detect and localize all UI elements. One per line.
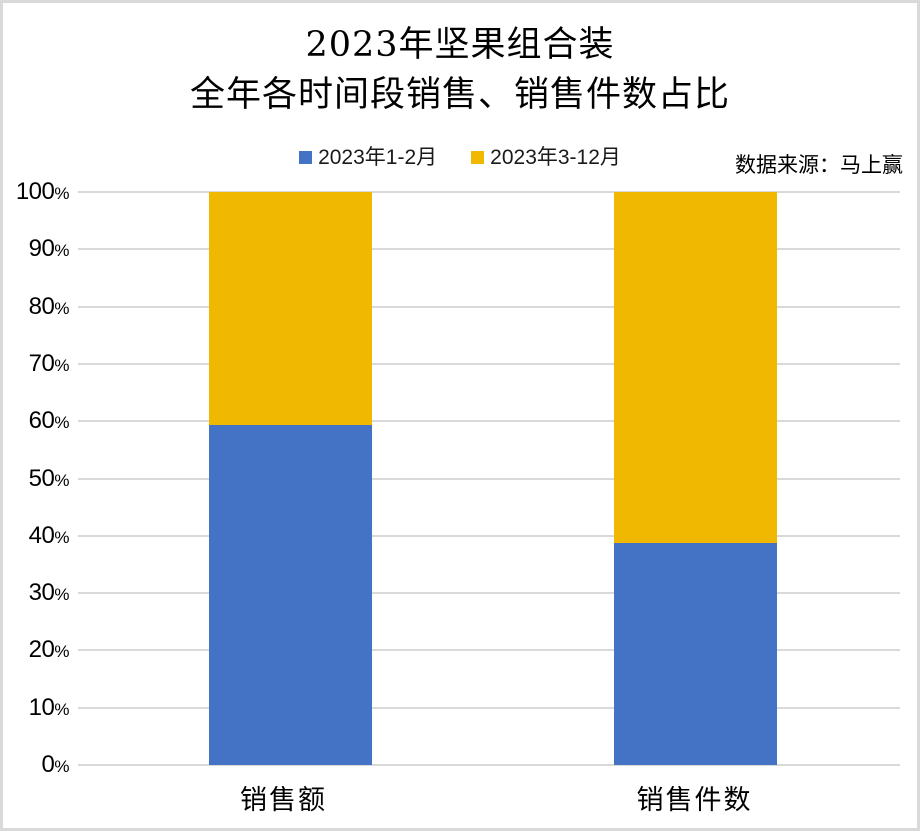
- legend-label-2023-1-2: 2023年1-2月: [318, 146, 438, 169]
- gridline-80: [78, 305, 900, 308]
- gridline-60: [78, 420, 900, 423]
- x-axis-labels: 销售额 销售件数: [78, 778, 900, 817]
- gridline-30: [78, 592, 900, 595]
- y-axis-tick-labels: 100% 90% 80% 70% 60% 50% 40% 30% 20% 10%…: [3, 178, 70, 778]
- y-tick-10: 10%: [28, 693, 70, 721]
- bar-sales-units-segment-2023-3-12: [614, 192, 777, 544]
- gridline-0: [78, 764, 900, 766]
- bar-sales-units-segment-2023-1-2: [614, 543, 777, 765]
- y-tick-60: 60%: [28, 407, 70, 435]
- x-label-sales-amount: 销售额: [240, 785, 327, 816]
- y-tick-80: 80%: [28, 292, 70, 320]
- source-note: 数据来源：马上赢: [735, 153, 903, 177]
- y-tick-0: 0%: [41, 751, 70, 778]
- y-tick-30: 30%: [28, 579, 70, 607]
- gridline-10: [78, 706, 900, 709]
- y-tick-90: 90%: [28, 235, 70, 263]
- legend-item-2023-3-12: 2023年3-12月: [471, 141, 621, 171]
- y-tick-50: 50%: [28, 464, 70, 492]
- legend-swatch-gold-icon: [471, 150, 485, 164]
- y-tick-100: 100%: [15, 178, 70, 205]
- legend-swatch-blue-icon: [299, 150, 313, 164]
- y-tick-20: 20%: [28, 636, 70, 664]
- chart-title-line1: 2023年坚果组合装: [305, 25, 615, 65]
- legend-label-2023-3-12: 2023年3-12月: [490, 146, 621, 169]
- gridline-20: [78, 649, 900, 652]
- bar-sales-amount: [209, 192, 372, 765]
- legend-item-2023-1-2: 2023年1-2月: [299, 141, 437, 171]
- bar-sales-amount-segment-2023-1-2: [209, 425, 372, 765]
- gridline-40: [78, 534, 900, 537]
- gridline-50: [78, 477, 900, 480]
- gridline-90: [78, 248, 900, 251]
- y-tick-40: 40%: [28, 521, 70, 549]
- chart-title-line2: 全年各时间段销售、销售件数占比: [189, 74, 730, 115]
- x-label-sales-units: 销售件数: [636, 785, 753, 816]
- y-tick-70: 70%: [28, 349, 70, 377]
- gridline-70: [78, 362, 900, 365]
- gridline-100: [78, 191, 900, 193]
- chart-title: 2023年坚果组合装 全年各时间段销售、销售件数占比: [3, 21, 917, 120]
- legend: 2023年1-2月 2023年3-12月: [3, 141, 917, 171]
- bar-sales-units: [614, 192, 777, 765]
- plot-area: [78, 191, 900, 766]
- bar-sales-amount-segment-2023-3-12: [209, 192, 372, 426]
